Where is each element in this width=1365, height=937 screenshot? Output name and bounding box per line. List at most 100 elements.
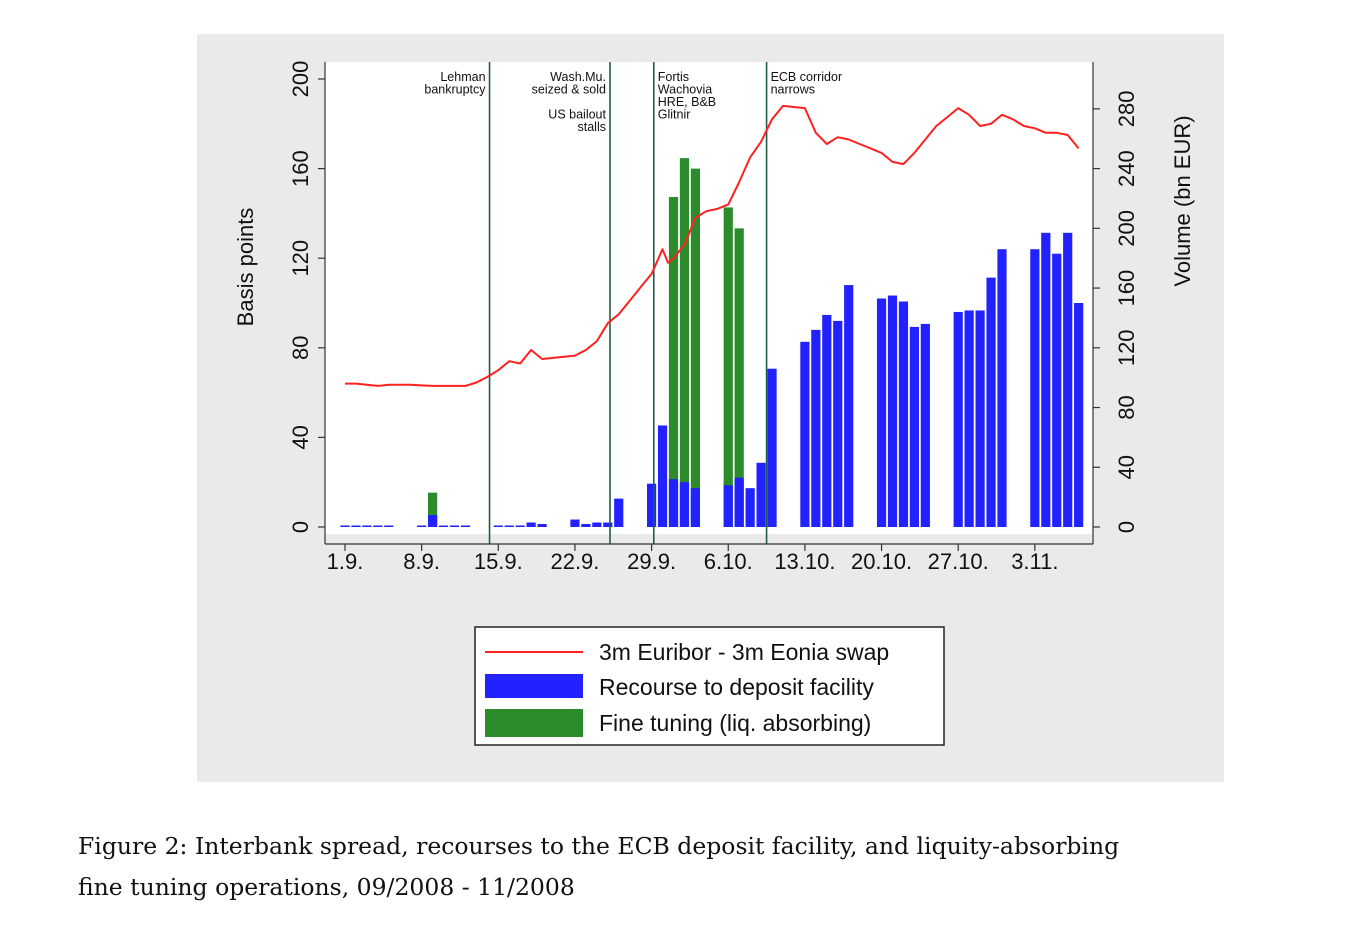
deposit-facility-bar [657, 425, 668, 527]
event-label: Wachovia [658, 83, 712, 97]
legend-label-deposit: Recourse to deposit facility [599, 674, 874, 700]
deposit-facility-bar [592, 522, 602, 527]
fine-tuning-bars [428, 158, 744, 528]
figure-caption: Figure 2: Interbank spread, recourses to… [78, 826, 1358, 908]
left-axis-label: Basis points [233, 208, 258, 327]
deposit-facility-bar [449, 525, 460, 528]
deposit-facility-bar [1074, 303, 1084, 527]
deposit-facility-bar [373, 525, 383, 528]
deposit-facility-bar [504, 525, 514, 528]
deposit-facility-bar [975, 310, 985, 527]
deposit-facility-bar [734, 477, 744, 527]
caption-line-1: Figure 2: Interbank spread, recourses to… [78, 832, 1120, 860]
legend-label-spread: 3m Euribor - 3m Eonia swap [599, 639, 889, 665]
right-tick-label: 80 [1114, 395, 1139, 419]
fine-tuning-bar [734, 228, 744, 528]
right-tick-label: 240 [1114, 150, 1139, 187]
x-tick-label: 27.10. [928, 549, 989, 574]
event-label: Fortis [658, 70, 689, 84]
spread-line-layer [345, 104, 1080, 387]
deposit-facility-bar [876, 298, 887, 527]
x-tick-label: 15.9. [474, 549, 523, 574]
legend: 3m Euribor - 3m Eonia swap Recourse to d… [474, 626, 945, 746]
right-tick-label: 0 [1114, 521, 1139, 533]
event-label: Lehman [440, 70, 485, 84]
event-label: stalls [578, 120, 606, 134]
spread-line [345, 104, 1080, 387]
left-tick-label: 120 [288, 240, 313, 277]
deposit-facility-bar [964, 310, 974, 527]
deposit-facility-bar [767, 368, 777, 527]
deposit-facility-bar [570, 519, 580, 527]
left-tick-label: 0 [288, 521, 313, 533]
event-label: US bailout [548, 108, 606, 122]
x-tick-label: 8.9. [403, 549, 440, 574]
deposit-facility-bar [953, 311, 963, 527]
left-tick-label: 200 [288, 61, 313, 98]
deposit-facility-bar [756, 462, 766, 527]
deposit-facility-bar [822, 314, 832, 527]
event-label: Wash.Mu. [550, 70, 606, 84]
deposit-facility-bar [833, 320, 843, 527]
legend-swatch-deposit [485, 674, 583, 698]
event-label: seized & sold [532, 83, 606, 97]
deposit-facility-bar [428, 515, 438, 527]
event-label: narrows [771, 83, 815, 97]
deposit-facility-bar [438, 525, 449, 528]
right-tick-label: 280 [1114, 91, 1139, 128]
left-tick-label: 160 [288, 150, 313, 187]
event-label: ECB corridor [771, 70, 843, 84]
deposit-facility-bar [811, 329, 821, 527]
deposit-facility-bar [1063, 232, 1073, 527]
deposit-facility-bar [909, 326, 919, 527]
deposit-facility-bar [581, 524, 591, 527]
deposit-facility-bar [679, 482, 690, 527]
deposit-facility-bar [351, 525, 361, 528]
event-label: Glitnir [658, 108, 691, 122]
fine-tuning-bar [690, 168, 700, 527]
event-label: HRE, B&B [658, 95, 716, 109]
left-tick-label: 80 [288, 336, 313, 360]
figure-panel: Lehman bankruptcy Wash.Mu. seized & sold US … [197, 34, 1224, 782]
deposit-facility-bar [800, 341, 810, 527]
right-axis-label: Volume (bn EUR) [1170, 115, 1195, 286]
deposit-facility-bar [537, 524, 547, 527]
right-tick-label: 200 [1114, 210, 1139, 247]
deposit-facility-bar [1052, 253, 1062, 527]
x-tick-label: 29.9. [627, 549, 676, 574]
deposit-facility-bar [417, 525, 427, 528]
fine-tuning-bar [428, 492, 438, 527]
deposit-facility-bar [647, 483, 657, 527]
deposit-facility-bar [844, 285, 854, 527]
deposit-facility-bar [690, 488, 700, 527]
right-tick-label: 160 [1114, 270, 1139, 307]
legend-label-fine: Fine tuning (liq. absorbing) [599, 710, 871, 736]
deposit-facility-bar [920, 323, 930, 527]
deposit-facility-bar [997, 249, 1007, 528]
deposit-facility-bar [986, 277, 996, 527]
x-tick-label: 22.9. [550, 549, 599, 574]
x-tick-label: 20.10. [851, 549, 912, 574]
legend-swatch-fine [485, 709, 583, 737]
deposit-facility-bar [526, 522, 536, 527]
deposit-facility-bar [1041, 232, 1051, 527]
x-tick-label: 3.11. [1011, 549, 1058, 574]
x-tick-label: 13.10. [774, 549, 835, 574]
left-tick-label: 40 [288, 425, 313, 449]
caption-line-2: fine tuning operations, 09/2008 - 11/200… [78, 873, 575, 901]
deposit-facility-bar [340, 525, 350, 528]
x-tick-label: 1.9. [327, 549, 364, 574]
axis-ticks: 0 40 80 120 160 200 0 40 80 120 160 200 240 280 1.9. 8.… [288, 61, 1139, 574]
deposit-facility-bar [887, 295, 898, 527]
axes [324, 62, 1094, 545]
fine-tuning-bar [723, 207, 733, 527]
fine-tuning-bar [668, 196, 679, 527]
deposit-facility-bar [493, 525, 503, 528]
deposit-facility-bar [603, 522, 613, 527]
deposit-facility-bar [460, 525, 471, 528]
deposit-facility-bar [745, 488, 755, 527]
event-label: bankruptcy [424, 83, 486, 97]
deposit-facility-bar [515, 525, 525, 528]
